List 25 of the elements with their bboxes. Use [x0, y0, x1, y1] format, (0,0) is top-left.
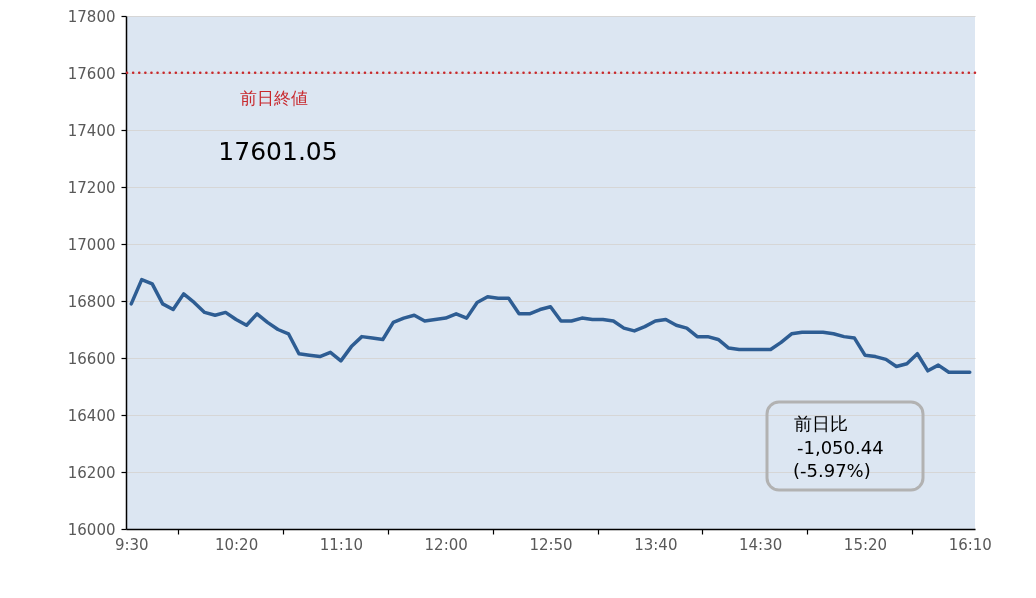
- x-tick-label: 16:10: [948, 535, 992, 554]
- ref-line-label: 前日終値: [240, 87, 308, 108]
- y-tick-label: 16200: [67, 463, 116, 482]
- x-tick-label: 10:20: [214, 535, 259, 554]
- annotation: 17601.05: [218, 137, 338, 166]
- y-tick-label: 17400: [67, 121, 116, 140]
- annotation: -1,050.44: [797, 437, 884, 458]
- x-tick-label: 12:00: [424, 535, 468, 554]
- annotation: 前日比: [794, 413, 848, 434]
- y-tick-label: 17600: [67, 64, 116, 83]
- x-tick-label: 14:30: [739, 535, 783, 554]
- y-tick-label: 16400: [67, 406, 116, 425]
- x-tick-label: 12:50: [529, 535, 573, 554]
- x-tick-label: 13:40: [634, 535, 678, 554]
- y-tick-label: 16800: [67, 292, 116, 311]
- x-tick-label: 15:20: [843, 535, 888, 554]
- annotation: (-5.97%): [793, 460, 871, 481]
- x-tick-label: 11:10: [319, 535, 363, 554]
- y-tick-label: 16000: [67, 520, 116, 539]
- x-tick-label: 9:30: [114, 535, 149, 554]
- y-tick-label: 17800: [67, 7, 116, 26]
- line-series: [129, 277, 972, 374]
- y-tick-label: 17200: [67, 178, 116, 197]
- y-tick-label: 17000: [67, 235, 116, 254]
- y-tick-label: 16600: [67, 349, 116, 368]
